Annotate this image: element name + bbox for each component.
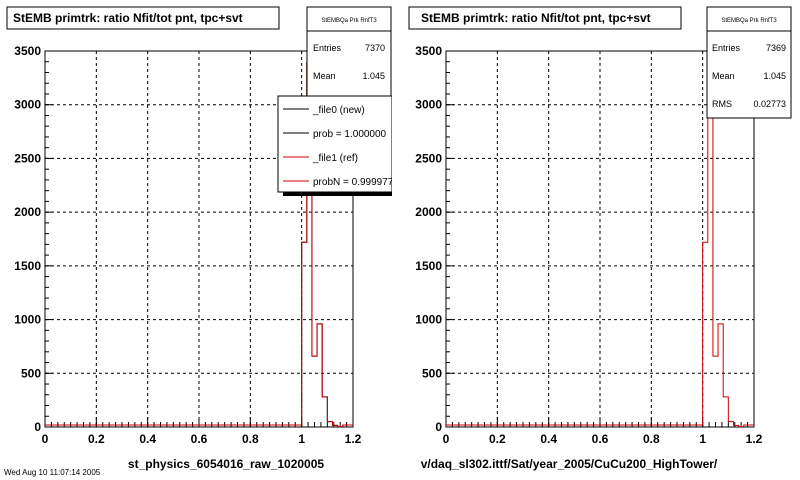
histogram-series-1 <box>446 62 754 427</box>
histogram-1 <box>45 62 353 427</box>
panel-1: StEMB primtrk: ratio Nfit/tot pnt, tpc+s… <box>6 0 400 471</box>
legend-entry-3: _file1 (ref) <box>312 153 358 164</box>
stats-value-entries-1: 7370 <box>365 43 385 53</box>
stats-value-rms-2: 0.02773 <box>753 99 786 109</box>
y-tick-label: 2500 <box>14 151 41 165</box>
title-box-1 <box>6 6 280 30</box>
stats-box-2: StEMBQa Prk RnfT3 Entries 7369 Mean 1.04… <box>706 6 792 119</box>
x-tick-label: 1.2 <box>345 432 362 446</box>
y-tick-label: 500 <box>21 366 41 380</box>
x-tick-label: 0 <box>443 432 450 446</box>
stats-value-mean-1: 1.045 <box>362 71 385 81</box>
y-tick-label: 1000 <box>14 313 41 327</box>
y-tick-label: 1500 <box>415 259 442 273</box>
x-axis-title-2: v/daq_sl302.ittf/Sat/year_2005/CuCu200_H… <box>421 457 718 471</box>
x-tick-label: 0.4 <box>139 432 156 446</box>
x-tick-label: 0.2 <box>88 432 105 446</box>
title-1: StEMB primtrk: ratio Nfit/tot pnt, tpc+s… <box>13 11 243 25</box>
histogram-series-2 <box>45 62 353 427</box>
x-tick-label: 0.6 <box>191 432 208 446</box>
y-tick-label: 1000 <box>415 313 442 327</box>
y-tick-label: 2500 <box>415 151 442 165</box>
stats-title-2: StEMBQa Prk RnfT3 <box>721 18 777 24</box>
stats-box-1: StEMBQa Prk RnfT3 Entries 7370 Mean 1.04… <box>306 6 392 99</box>
x-tick-label: 0.4 <box>540 432 557 446</box>
y-tick-label: 3500 <box>415 44 442 58</box>
x-tick-label: 0 <box>42 432 49 446</box>
histogram-2 <box>446 62 754 427</box>
x-ticks-1: 0 0.2 0.4 0.6 0.8 1 1.2 <box>42 417 362 446</box>
y-tick-label: 3500 <box>14 44 41 58</box>
x-tick-label: 0.8 <box>242 432 259 446</box>
panel-2: StEMB primtrk: ratio Nfit/tot pnt, tpc+s… <box>408 6 792 471</box>
y-tick-label: 3000 <box>415 98 442 112</box>
footer-timestamp: Wed Aug 10 11:07:14 2005 <box>4 468 101 477</box>
x-ticks-2: 0 0.2 0.4 0.6 0.8 1 1.2 <box>443 417 763 446</box>
stats-label-mean-2: Mean <box>712 71 735 81</box>
stats-label-mean-1: Mean <box>313 71 336 81</box>
y-tick-label: 500 <box>422 366 442 380</box>
x-tick-label: 0.6 <box>592 432 609 446</box>
stats-title-1: StEMBQa Prk RnfT3 <box>321 18 377 24</box>
y-ticks-1: 0 500 1000 1500 2000 2500 3000 3500 <box>14 44 53 434</box>
legend-entry-2: prob = 1.000000 <box>313 129 387 140</box>
x-tick-label: 1 <box>298 432 305 446</box>
y-tick-label: 2000 <box>14 205 41 219</box>
y-tick-label: 3000 <box>14 98 41 112</box>
legend-entry-1: _file0 (new) <box>312 105 365 116</box>
grid-2 <box>446 50 755 427</box>
x-tick-label: 0.2 <box>489 432 506 446</box>
stats-value-entries-2: 7369 <box>766 43 786 53</box>
title-2: StEMB primtrk: ratio Nfit/tot pnt, tpc+s… <box>421 11 651 25</box>
legend-1: _file0 (new) prob = 1.000000 _file1 (ref… <box>277 0 400 200</box>
y-tick-label: 2000 <box>415 205 442 219</box>
stats-label-entries-1: Entries <box>313 43 342 53</box>
x-axis-title-1: st_physics_6054016_raw_1020005 <box>128 457 324 471</box>
title-box-2 <box>408 6 682 30</box>
stats-value-mean-2: 1.045 <box>763 71 786 81</box>
x-tick-label: 1 <box>699 432 706 446</box>
stats-label-entries-2: Entries <box>712 43 741 53</box>
y-tick-label: 0 <box>435 420 442 434</box>
y-tick-label: 0 <box>34 420 41 434</box>
x-tick-label: 0.8 <box>643 432 660 446</box>
x-tick-label: 1.2 <box>746 432 763 446</box>
stats-label-rms-2: RMS <box>712 99 732 109</box>
legend-entry-4: probN = 0.999977 <box>313 177 394 188</box>
y-ticks-2: 0 500 1000 1500 2000 2500 3000 3500 <box>415 44 454 434</box>
y-tick-label: 1500 <box>14 259 41 273</box>
